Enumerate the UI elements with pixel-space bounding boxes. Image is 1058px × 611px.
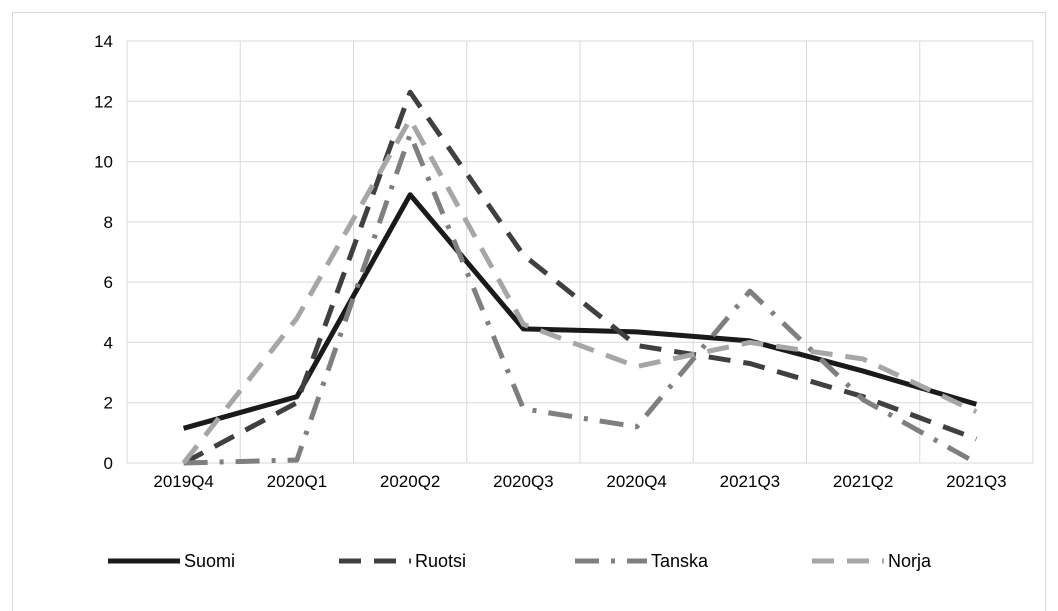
- x-tick-label: 2021Q3: [720, 472, 781, 491]
- x-tick-label: 2020Q4: [606, 472, 667, 491]
- x-tick-label: 2019Q4: [153, 472, 214, 491]
- legend-label: Ruotsi: [415, 551, 466, 571]
- y-tick-label: 10: [94, 153, 113, 172]
- x-tick-label: 2020Q2: [380, 472, 441, 491]
- grid-lines: [126, 40, 1034, 464]
- series-line-tanska: [183, 131, 978, 466]
- x-tick-label: 2021Q2: [833, 472, 894, 491]
- y-tick-label: 12: [94, 92, 113, 111]
- legend-label: Suomi: [184, 551, 235, 571]
- chart-frame: [12, 12, 1046, 611]
- x-tick-label: 2020Q3: [493, 472, 554, 491]
- series-line-ruotsi: [182, 89, 978, 466]
- y-axis-ticks: 0 2 4 6 8 10 12 14: [94, 32, 113, 473]
- y-tick-label: 14: [94, 32, 113, 51]
- x-tick-label: 2020Q1: [267, 472, 328, 491]
- y-tick-label: 8: [104, 213, 113, 232]
- series-line-suomi: [182, 192, 978, 431]
- x-axis-ticks: 2019Q4 2020Q1 2020Q2 2020Q3 2020Q4 2021Q3 2021…: [153, 472, 1006, 491]
- y-tick-label: 4: [104, 333, 113, 352]
- y-tick-label: 2: [104, 394, 113, 413]
- legend-label: Tanska: [651, 551, 709, 571]
- legend-label: Norja: [888, 551, 932, 571]
- series-lines: [181, 89, 978, 466]
- y-tick-label: 6: [104, 273, 113, 292]
- series-line-norja: [181, 116, 978, 465]
- x-tick-label: 2021Q3: [946, 472, 1007, 491]
- y-tick-label: 0: [104, 454, 113, 473]
- legend: Suomi Ruotsi Tanska Norja: [108, 551, 932, 571]
